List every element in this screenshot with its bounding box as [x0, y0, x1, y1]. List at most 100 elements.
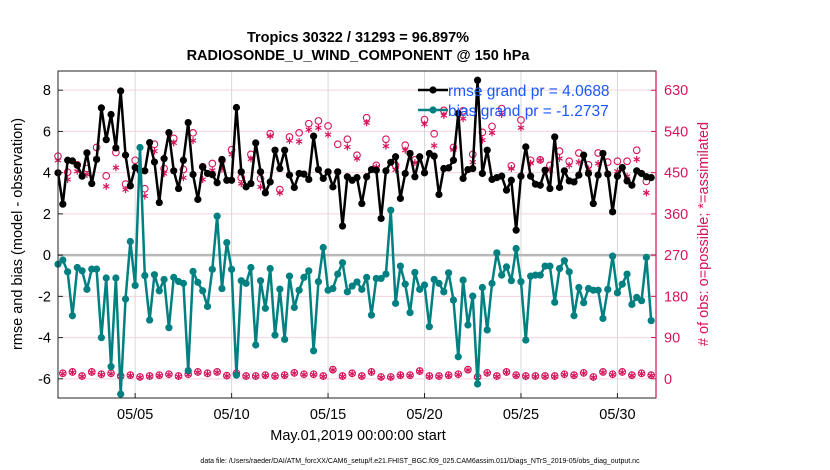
rmse-point: [174, 184, 183, 193]
obs-possible-marker: [343, 135, 352, 144]
obs-possible-marker: [304, 119, 313, 128]
obs-assimilated-marker: [522, 372, 530, 380]
bias-point: [420, 281, 429, 289]
bias-point: [117, 390, 125, 398]
obs-assimilated-marker: [406, 372, 414, 380]
obs-assimilated-marker: [445, 372, 452, 380]
rmse-point: [208, 171, 216, 179]
bias-point: [213, 212, 221, 220]
obs-assimilated-marker: [305, 126, 313, 134]
obs-possible-marker: [623, 157, 631, 166]
obs-assimilated-marker: [382, 142, 390, 150]
rmse-point: [454, 109, 462, 118]
rmse-point: [618, 163, 626, 172]
obs-assimilated-marker: [324, 131, 332, 139]
obs-assimilated-marker: [281, 372, 289, 380]
bias-point: [329, 284, 337, 293]
bias-point: [411, 268, 419, 277]
rmse-point: [276, 164, 284, 173]
obs-assimilated-marker: [112, 164, 120, 172]
rmse-point: [314, 165, 323, 174]
rmse-point: [478, 169, 486, 178]
y-tick-label: -2: [38, 289, 51, 305]
bias-point: [92, 265, 101, 273]
bias-point: [560, 257, 568, 265]
bias-point: [228, 265, 236, 273]
obs-assimilated-marker: [618, 368, 626, 376]
obs-assimilated-marker: [609, 371, 616, 379]
obs-assimilated-marker: [464, 366, 472, 374]
bias-point: [208, 265, 216, 273]
rmse-point: [150, 158, 159, 166]
rmse-point: [459, 174, 467, 183]
bias-point: [575, 283, 583, 292]
obs-possible-marker: [517, 116, 525, 124]
rmse-point: [261, 189, 269, 197]
bias-point: [502, 263, 511, 271]
rmse-point: [112, 144, 120, 152]
bias-point: [377, 274, 385, 283]
bias-point: [425, 323, 433, 331]
rmse-point: [305, 175, 313, 184]
rmse-point: [589, 199, 597, 208]
obs-possible-marker: [314, 117, 323, 125]
obs-possible-marker: [430, 129, 439, 138]
rmse-point: [507, 176, 515, 184]
obs-assimilated-marker: [435, 372, 443, 380]
rmse-point: [73, 161, 81, 169]
bias-point: [112, 274, 120, 282]
obs-assimilated-marker: [194, 368, 202, 376]
obs-assimilated-marker: [78, 372, 86, 380]
rmse-point: [483, 146, 491, 154]
bias-point: [121, 295, 130, 303]
obs-possible-marker: [324, 122, 332, 130]
obs-possible-marker: [382, 135, 390, 144]
grid: [58, 71, 656, 398]
obs-assimilated-marker: [98, 371, 105, 379]
y-right-tick-label: 270: [664, 248, 688, 264]
rmse-point: [146, 138, 154, 147]
obs-assimilated-marker: [589, 373, 597, 381]
rmse-point: [160, 155, 168, 163]
bias-point: [281, 335, 289, 344]
bias-point: [252, 341, 260, 349]
rmse-point: [256, 168, 265, 176]
obs-possible-marker: [488, 122, 496, 131]
bias-point: [382, 270, 390, 278]
rmse-point: [97, 104, 106, 112]
rmse-point: [358, 199, 366, 208]
obs-possible-marker: [208, 159, 217, 168]
bias-point: [478, 283, 486, 292]
obs-assimilated-marker: [377, 373, 385, 381]
bias-point: [580, 299, 588, 307]
bias-point: [396, 262, 405, 270]
bias-point: [430, 275, 438, 284]
obs-assimilated-marker: [541, 372, 549, 380]
bias-point: [454, 353, 462, 361]
obs-possible-marker: [102, 172, 111, 180]
obs-assimilated-marker: [421, 120, 428, 128]
y-tick-label: 4: [43, 166, 51, 182]
chart-subtitle: RADIOSONDE_U_WIND_COMPONENT @ 150 hPa: [187, 48, 531, 64]
bias-point: [493, 249, 501, 257]
obs-assimilated-marker: [565, 161, 573, 169]
bias-point: [488, 279, 496, 287]
rmse-point: [560, 167, 568, 175]
legend-rmse-marker: [429, 86, 437, 94]
obs-assimilated-marker: [252, 372, 260, 380]
bias-point: [647, 317, 655, 325]
rmse-point: [551, 133, 559, 141]
bias-point: [285, 272, 294, 280]
obs-assimilated-marker: [488, 129, 496, 137]
obs-assimilated-marker: [368, 368, 375, 376]
bias-point: [107, 363, 115, 371]
rmse-point: [319, 174, 327, 183]
y-axis-label-right: # of obs: o=possible; *=assimilated: [696, 122, 712, 346]
obs-assimilated-marker: [532, 372, 539, 380]
y-right-tick-label: 0: [664, 372, 672, 388]
obs-assimilated-marker: [286, 137, 293, 145]
rmse-point: [608, 208, 617, 216]
bias-point: [334, 270, 342, 278]
rmse-point: [527, 172, 535, 180]
obs-assimilated-marker: [146, 372, 153, 380]
